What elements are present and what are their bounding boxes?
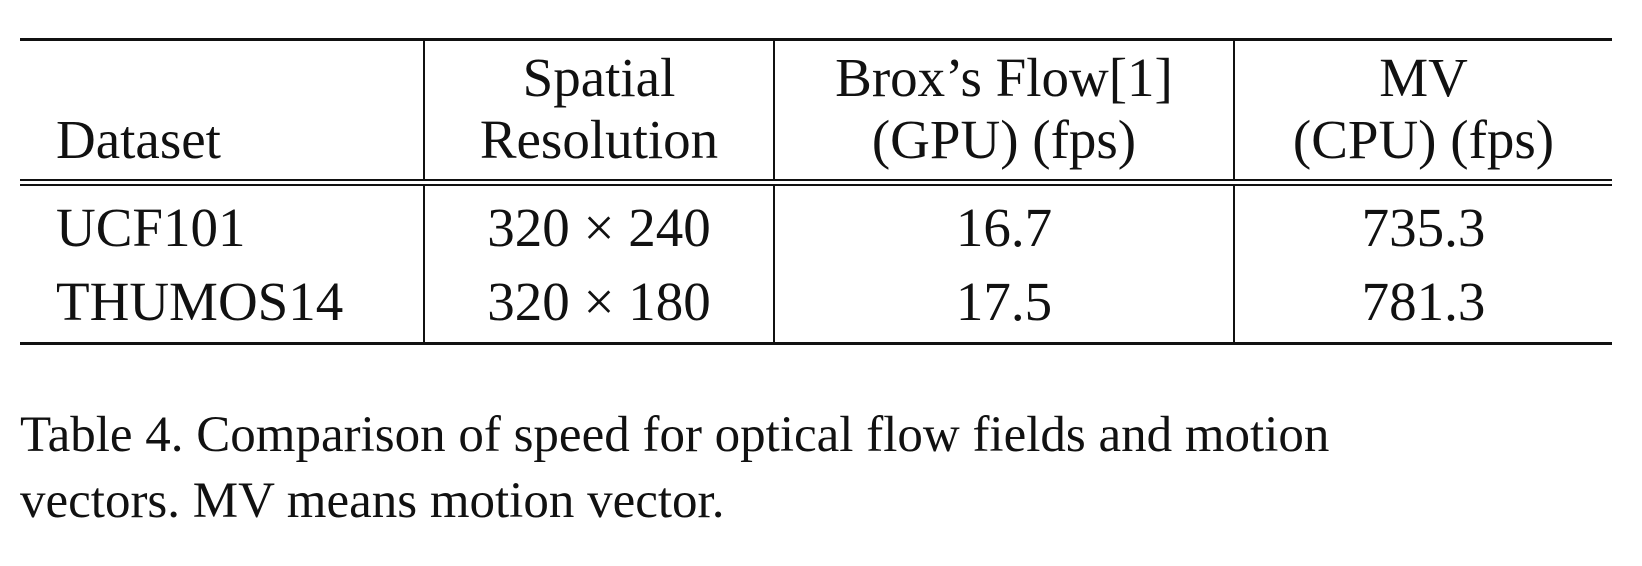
table-body: UCF101 320 × 240 16.7 735.3 THUMOS14 320… (20, 182, 1612, 345)
table-header: Dataset Spatial Resolution Brox’s Flow[1… (20, 38, 1612, 186)
cell-mv-fps: 735.3 (1233, 182, 1612, 264)
cell-mv-fps: 781.3 (1233, 264, 1612, 345)
cell-dataset: THUMOS14 (20, 264, 424, 345)
header-dataset-line1 (56, 47, 423, 109)
header-resolution-line1: Spatial (522, 47, 676, 108)
cell-resolution: 320 × 180 (423, 264, 774, 345)
header-dataset: Dataset (20, 38, 424, 186)
speed-comparison-table: Dataset Spatial Resolution Brox’s Flow[1… (20, 38, 1612, 345)
header-mv: MV (CPU) (fps) (1233, 38, 1612, 186)
header-brox-line1: Brox’s Flow[1] (835, 47, 1173, 108)
header-dataset-line2: Dataset (56, 109, 221, 170)
header-resolution-line2: Resolution (479, 109, 719, 170)
cell-brox-fps: 17.5 (773, 264, 1234, 345)
table-row: THUMOS14 320 × 180 17.5 781.3 (20, 264, 1612, 345)
header-spatial-resolution: Spatial Resolution (423, 38, 774, 186)
cell-resolution: 320 × 240 (423, 182, 774, 264)
header-row: Dataset Spatial Resolution Brox’s Flow[1… (20, 38, 1612, 186)
caption-line-2: vectors. MV means motion vector. (20, 473, 725, 529)
header-brox-line2: (GPU) (fps) (871, 109, 1137, 170)
caption-line-1: Table 4. Comparison of speed for optical… (20, 407, 1330, 463)
table-caption: Table 4. Comparison of speed for optical… (20, 402, 1620, 534)
cell-dataset: UCF101 (56, 197, 246, 258)
cell-brox-fps: 16.7 (773, 182, 1234, 264)
header-brox-flow: Brox’s Flow[1] (GPU) (fps) (773, 38, 1234, 186)
header-mv-line2: (CPU) (fps) (1292, 109, 1555, 170)
header-mv-line1: MV (1379, 47, 1468, 108)
comparison-table-container: Dataset Spatial Resolution Brox’s Flow[1… (20, 38, 1612, 345)
table-row: UCF101 320 × 240 16.7 735.3 (20, 182, 1612, 264)
